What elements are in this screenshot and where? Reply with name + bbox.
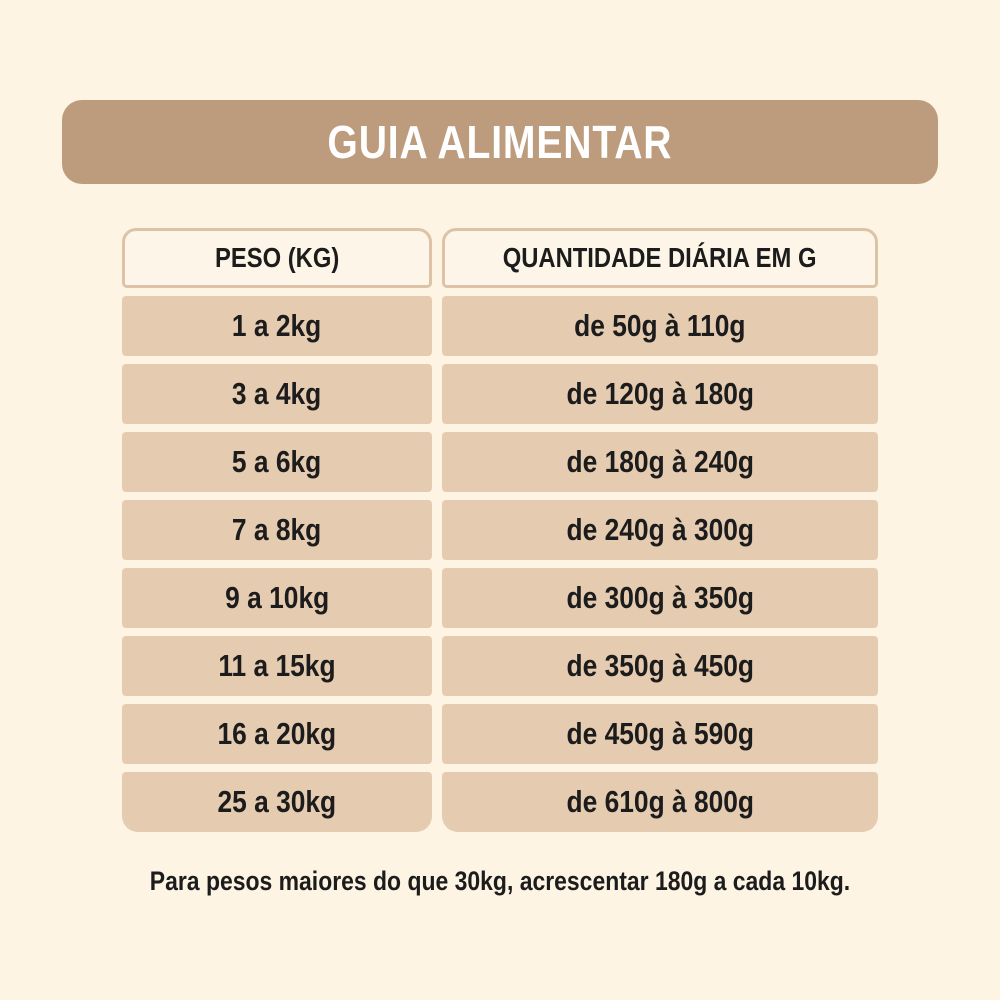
peso-cell: 1 a 2kg [122, 296, 432, 356]
quantidade-value: de 300g à 350g [566, 580, 754, 615]
quantidade-cell: de 610g à 800g [442, 772, 878, 832]
column-header-peso-label: PESO (KG) [214, 242, 340, 273]
quantidade-cell: de 350g à 450g [442, 636, 878, 696]
feeding-guide-table: PESO (KG) QUANTIDADE DIÁRIA EM G 1 a 2kg… [122, 228, 878, 832]
page-title: GUIA ALIMENTAR [327, 116, 673, 168]
quantidade-value: de 50g à 110g [574, 308, 746, 343]
peso-cell: 7 a 8kg [122, 500, 432, 560]
quantidade-value: de 450g à 590g [566, 716, 754, 751]
quantidade-cell: de 240g à 300g [442, 500, 878, 560]
table-row: 9 a 10kg de 300g à 350g [122, 568, 878, 628]
footer-note-text: Para pesos maiores do que 30kg, acrescen… [149, 866, 851, 896]
peso-value: 9 a 10kg [224, 580, 330, 615]
quantidade-value: de 180g à 240g [566, 444, 754, 479]
quantidade-value: de 610g à 800g [566, 784, 754, 819]
table-header-row: PESO (KG) QUANTIDADE DIÁRIA EM G [122, 228, 878, 288]
table-row: 25 a 30kg de 610g à 800g [122, 772, 878, 832]
table-row: 1 a 2kg de 50g à 110g [122, 296, 878, 356]
footer-note: Para pesos maiores do que 30kg, acrescen… [0, 866, 1000, 897]
quantidade-cell: de 180g à 240g [442, 432, 878, 492]
peso-value: 7 a 8kg [232, 512, 322, 547]
table-row: 16 a 20kg de 450g à 590g [122, 704, 878, 764]
peso-cell: 25 a 30kg [122, 772, 432, 832]
table-row: 5 a 6kg de 180g à 240g [122, 432, 878, 492]
peso-cell: 16 a 20kg [122, 704, 432, 764]
table-row: 3 a 4kg de 120g à 180g [122, 364, 878, 424]
column-header-quantidade-label: QUANTIDADE DIÁRIA EM G [503, 242, 817, 273]
table-row: 11 a 15kg de 350g à 450g [122, 636, 878, 696]
quantidade-value: de 240g à 300g [566, 512, 754, 547]
quantidade-value: de 350g à 450g [566, 648, 754, 683]
peso-value: 16 a 20kg [217, 716, 337, 751]
peso-cell: 3 a 4kg [122, 364, 432, 424]
quantidade-value: de 120g à 180g [566, 376, 754, 411]
peso-value: 3 a 4kg [232, 376, 322, 411]
quantidade-cell: de 50g à 110g [442, 296, 878, 356]
peso-cell: 5 a 6kg [122, 432, 432, 492]
peso-value: 11 a 15kg [218, 648, 336, 683]
quantidade-cell: de 450g à 590g [442, 704, 878, 764]
peso-cell: 11 a 15kg [122, 636, 432, 696]
peso-value: 25 a 30kg [217, 784, 337, 819]
peso-value: 5 a 6kg [232, 444, 322, 479]
peso-value: 1 a 2kg [232, 308, 322, 343]
column-header-quantidade: QUANTIDADE DIÁRIA EM G [442, 228, 878, 288]
quantidade-cell: de 120g à 180g [442, 364, 878, 424]
table-row: 7 a 8kg de 240g à 300g [122, 500, 878, 560]
peso-cell: 9 a 10kg [122, 568, 432, 628]
column-header-peso: PESO (KG) [122, 228, 432, 288]
title-banner: GUIA ALIMENTAR [62, 100, 938, 184]
quantidade-cell: de 300g à 350g [442, 568, 878, 628]
